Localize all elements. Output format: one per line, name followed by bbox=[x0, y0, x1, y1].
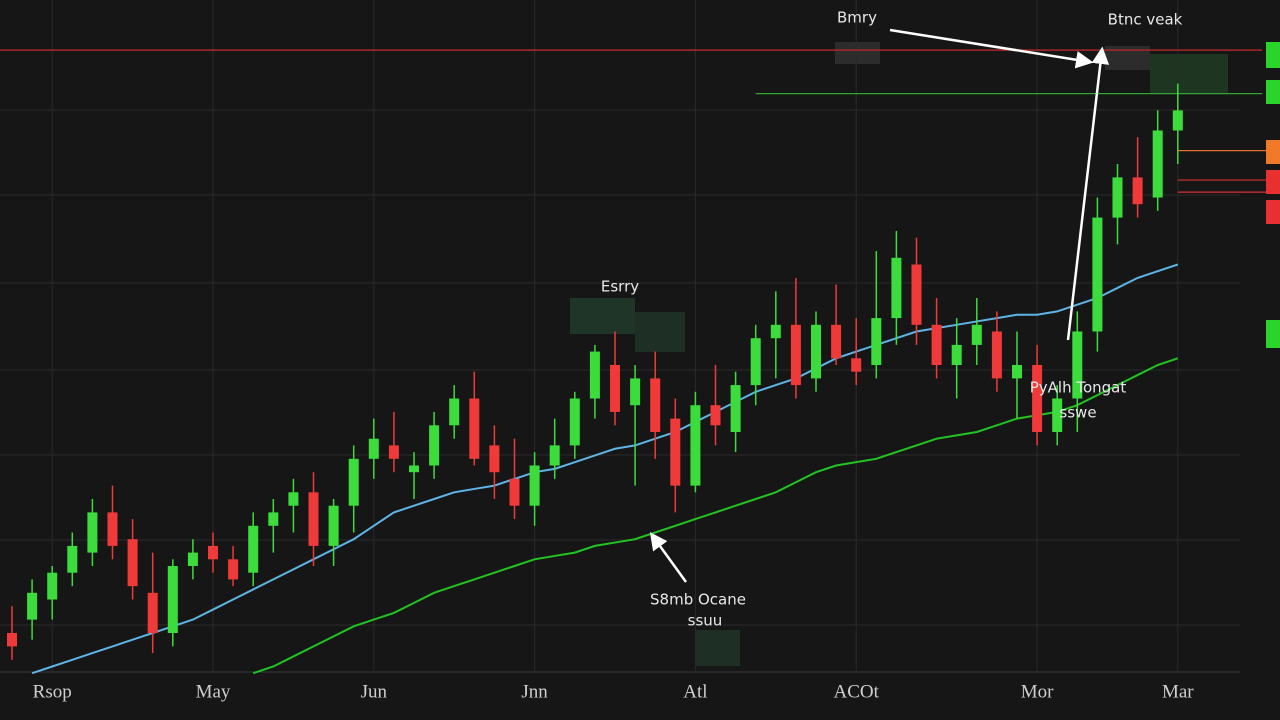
candle-body bbox=[187, 552, 198, 566]
candle-body bbox=[730, 385, 741, 432]
candle-body bbox=[87, 512, 98, 553]
background-grid bbox=[0, 109, 1240, 673]
candle-body bbox=[589, 351, 600, 399]
candle-body bbox=[308, 492, 319, 546]
candle-body bbox=[670, 418, 681, 486]
x-tick-label: Rsop bbox=[33, 681, 72, 702]
candle-body bbox=[328, 505, 339, 546]
candle-body bbox=[710, 405, 721, 426]
candle-body bbox=[750, 338, 761, 386]
candle-body bbox=[610, 365, 620, 412]
candle-body bbox=[27, 592, 38, 620]
candle-body bbox=[811, 324, 821, 379]
candle-body bbox=[1152, 130, 1163, 198]
annotation-arrow bbox=[649, 532, 688, 583]
candle-body bbox=[1132, 177, 1143, 205]
annotation: Bmry bbox=[837, 9, 877, 27]
candle-body bbox=[971, 324, 982, 345]
candle-body bbox=[67, 545, 78, 573]
candle-body bbox=[1032, 365, 1043, 432]
annotation-arrow bbox=[1066, 46, 1110, 341]
candle-body bbox=[1012, 365, 1022, 379]
candle-body bbox=[529, 465, 540, 506]
candle-body bbox=[288, 492, 299, 506]
candle-body bbox=[167, 566, 178, 633]
candle-body bbox=[449, 398, 460, 426]
candle-body bbox=[1072, 331, 1083, 399]
candle-body bbox=[911, 264, 922, 325]
x-tick-label: Mar bbox=[1162, 681, 1194, 702]
x-tick-label: Jnn bbox=[521, 681, 548, 702]
candle-body bbox=[1112, 177, 1123, 218]
candle-body bbox=[489, 445, 500, 473]
candle-body bbox=[790, 324, 801, 386]
candle-body bbox=[268, 512, 279, 526]
annotation: sswe bbox=[1059, 404, 1096, 422]
annotation: S8mb Ocane bbox=[650, 591, 746, 609]
candle-body bbox=[991, 331, 1002, 379]
annotation-arrow bbox=[889, 28, 1094, 69]
annotation: Esrry bbox=[601, 278, 639, 296]
candle-body bbox=[469, 398, 480, 459]
x-tick-label: Mor bbox=[1021, 681, 1054, 702]
candle-body bbox=[409, 465, 419, 473]
candle-body bbox=[549, 445, 560, 466]
price-tags bbox=[1266, 42, 1280, 348]
candle-body bbox=[248, 525, 259, 573]
annotation: PyAlh Tongat bbox=[1030, 379, 1127, 397]
x-tick-label: Jun bbox=[361, 681, 388, 702]
candle-body bbox=[127, 539, 138, 587]
moving-average bbox=[252, 357, 1179, 675]
candle-body bbox=[630, 378, 641, 406]
candle-body bbox=[7, 633, 17, 647]
candle-body bbox=[931, 324, 942, 365]
candle-body bbox=[47, 572, 58, 600]
x-tick-label: May bbox=[196, 681, 231, 702]
candle-body bbox=[770, 324, 781, 339]
candle-body bbox=[429, 425, 440, 466]
candle-body bbox=[951, 344, 962, 365]
candle-body bbox=[388, 445, 399, 459]
zones bbox=[570, 42, 1228, 666]
x-tick-label: ACOt bbox=[833, 681, 879, 702]
candle-body bbox=[851, 358, 862, 372]
candle-body bbox=[228, 559, 239, 580]
candle-body bbox=[1052, 398, 1063, 432]
candle-body bbox=[147, 592, 158, 633]
candle-body bbox=[1172, 110, 1183, 131]
annotation: Btnc veak bbox=[1108, 11, 1183, 29]
candle-body bbox=[348, 458, 359, 506]
candle-body bbox=[690, 405, 701, 486]
moving-average bbox=[31, 263, 1179, 675]
candle-body bbox=[569, 398, 580, 446]
candle-body bbox=[1092, 217, 1103, 332]
candle-body bbox=[368, 438, 379, 459]
candle-body bbox=[650, 378, 661, 432]
candle-body bbox=[891, 257, 902, 319]
candle-body bbox=[208, 545, 218, 560]
candle-body bbox=[509, 478, 520, 506]
annotation: ssuu bbox=[688, 612, 723, 630]
candle-body bbox=[107, 512, 118, 546]
candle-body bbox=[831, 324, 842, 359]
x-tick-label: Atl bbox=[683, 681, 707, 702]
candle-body bbox=[871, 318, 882, 365]
